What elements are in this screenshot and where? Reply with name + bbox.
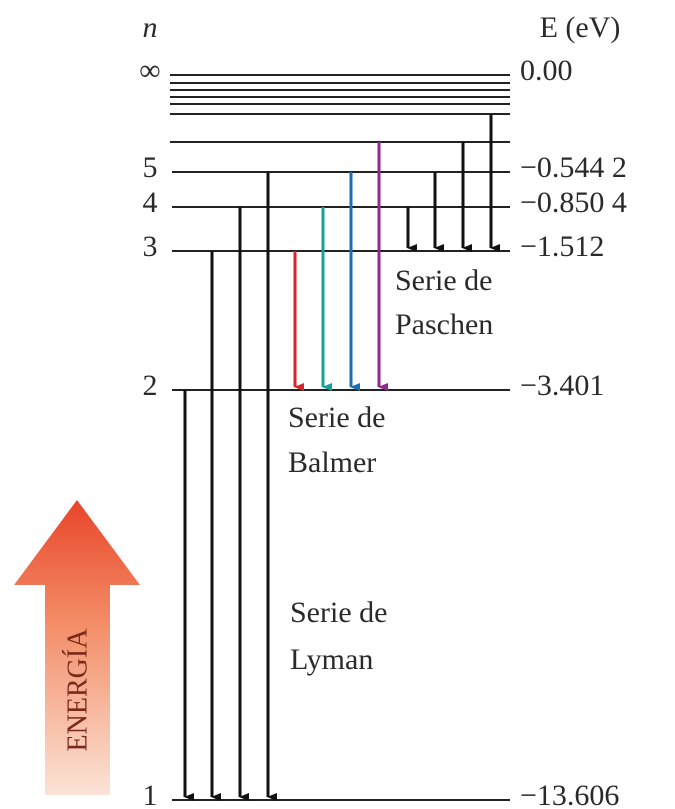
- series-label: Lyman: [290, 643, 373, 676]
- series-label: Paschen: [395, 308, 493, 341]
- energy-arrow: [14, 500, 140, 795]
- series-label: Serie de: [288, 401, 385, 434]
- series-label: Serie de: [395, 264, 492, 297]
- series-label: Balmer: [288, 446, 376, 479]
- energy-arrow-label: ENERGÍA: [62, 628, 93, 752]
- level-energy-label: −1.512: [520, 230, 604, 263]
- level-n-label: 4: [143, 186, 158, 219]
- level-energy-label: −3.401: [520, 369, 604, 402]
- level-n-label: 1: [143, 779, 158, 809]
- level-energy-label: −0.850 4: [520, 186, 627, 219]
- n-header: n: [143, 11, 158, 44]
- level-n-label: 2: [143, 369, 158, 402]
- level-energy-label: 0.00: [520, 54, 573, 87]
- level-n-label: 5: [143, 151, 158, 184]
- level-energy-label: −0.544 2: [520, 151, 627, 184]
- level-n-label: ∞: [139, 54, 160, 87]
- series-label: Serie de: [290, 596, 387, 629]
- energy-header: E (eV): [540, 11, 621, 44]
- level-energy-label: −13.606: [520, 779, 619, 809]
- level-n-label: 3: [143, 230, 158, 263]
